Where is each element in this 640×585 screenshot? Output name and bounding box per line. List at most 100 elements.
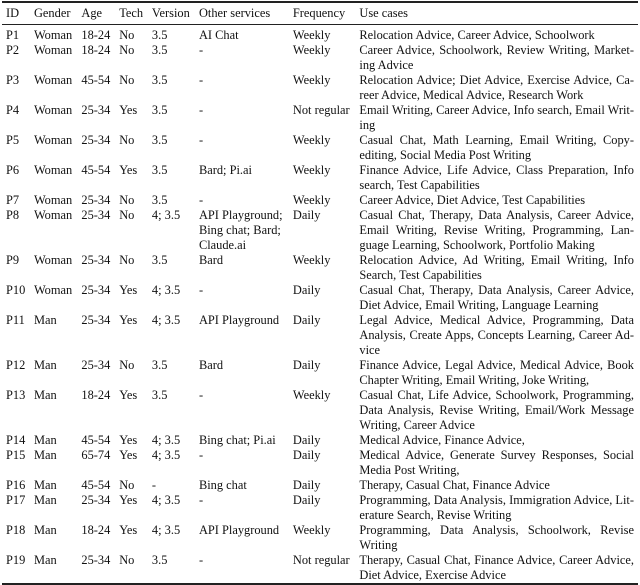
gender-cell: Woman [33, 43, 73, 57]
id-cell: P4 [6, 103, 20, 117]
cell-line: - [198, 43, 204, 57]
id-cell: P9 [6, 253, 20, 267]
cell-line: Relocation Advice, Career Advice, School… [359, 28, 595, 42]
frequency-cell: Weekly [292, 193, 331, 207]
frequency-cell: Daily [292, 358, 321, 372]
cell-line: Bing chat [198, 478, 247, 492]
other-services-cell: Bard; Pi.ai [195, 163, 289, 193]
other-services-cell: - [195, 448, 289, 478]
cell-line: Email Writing, Career Advice, Info searc… [359, 103, 634, 117]
table-row: P3 Woman 45-54 No 3.5 - Weekly Relocation Advic… [2, 73, 638, 103]
other-services-cell: - [195, 553, 289, 584]
table-header: ID Gender Age Tech Version Other service… [2, 2, 638, 25]
table-row: P2 Woman 18-24 No 3.5 - Weekly Career Advice, S… [2, 43, 638, 73]
tech-cell: Yes [119, 523, 138, 537]
tech-cell: No [119, 133, 135, 147]
frequency-cell: Weekly [292, 523, 331, 537]
tech-cell: No [119, 208, 135, 222]
version-cell: 3.5 [151, 553, 168, 567]
other-services-cell: API Playground [195, 523, 289, 553]
table-row: P15 Man 65-74 Yes 4; 3.5 - Daily Medical Advice… [2, 448, 638, 478]
cell-line: Writing, Career Advice [359, 418, 475, 432]
cell-line: Media Post Writing, [359, 463, 460, 477]
use-cases-cell: Relocation Advice, Ad Writing, Email Wri… [355, 253, 638, 283]
table-row: P18 Man 18-24 Yes 4; 3.5 API Playground Weekly… [2, 523, 638, 553]
cell-line: - [198, 193, 204, 207]
tech-cell: Yes [119, 448, 138, 462]
cell-line: Bard [198, 358, 224, 372]
cell-line: Career Advice, Schoolwork, Review Writin… [359, 43, 634, 57]
cell-line: - [198, 73, 204, 87]
table-row: P8 Woman 25-34 No 4; 3.5 API Playground; Bing … [2, 208, 638, 253]
other-services-cell: - [195, 493, 289, 523]
gender-cell: Woman [33, 163, 73, 177]
age-cell: 25-34 [81, 193, 111, 207]
frequency-cell: Not regular [292, 103, 350, 117]
gender-cell: Woman [33, 73, 73, 87]
id-cell: P10 [6, 283, 26, 297]
cell-line: search, Test Capabilities [359, 178, 480, 192]
version-cell: 4; 3.5 [151, 283, 181, 297]
use-cases-cell: Therapy, Casual Chat, Finance Advice [355, 478, 638, 493]
version-cell: 4; 3.5 [151, 208, 181, 222]
cell-line: Career Advice, Diet Advice, Test Capabil… [359, 193, 586, 207]
gender-cell: Woman [33, 208, 73, 222]
frequency-cell: Weekly [292, 28, 331, 42]
tech-cell: No [119, 28, 135, 42]
use-cases-cell: Medical Advice, Generate Survey Response… [355, 448, 638, 478]
version-cell: 3.5 [151, 253, 168, 267]
table-row: P13 Man 18-24 Yes 3.5 - Weekly Casual Chat, Lif… [2, 388, 638, 433]
id-cell: P19 [6, 553, 26, 567]
cell-line: erature Search, Revise Writing [359, 508, 512, 522]
age-cell: 25-34 [81, 553, 111, 567]
id-cell: P14 [6, 433, 26, 447]
use-cases-cell: Programming, Data Analysis, Schoolwork, … [355, 523, 638, 553]
cell-line: Diet Advice, Email Writing, Language Lea… [359, 298, 599, 312]
use-cases-cell: Therapy, Casual Chat, Finance Advice, Ca… [355, 553, 638, 584]
frequency-cell: Weekly [292, 388, 331, 402]
frequency-cell: Daily [292, 478, 321, 492]
age-cell: 25-34 [81, 253, 111, 267]
frequency-cell: Not regular [292, 553, 350, 567]
cell-line: Therapy, Casual Chat, Finance Advice, Ca… [359, 553, 634, 567]
use-cases-cell: Casual Chat, Life Advice, Schoolwork, Pr… [355, 388, 638, 433]
other-services-cell: Bing chat [195, 478, 289, 493]
version-cell: 3.5 [151, 133, 168, 147]
cell-line: - [198, 103, 204, 117]
gender-cell: Woman [33, 103, 73, 117]
version-cell: 3.5 [151, 358, 168, 372]
cell-line: Medical Advice, Finance Advice, [359, 433, 525, 447]
gender-cell: Man [33, 388, 57, 402]
table-row: P5 Woman 25-34 No 3.5 - Weekly Casual Chat, Mat… [2, 133, 638, 163]
version-cell: 3.5 [151, 28, 168, 42]
tech-cell: No [119, 358, 135, 372]
cell-line: Bing chat; Bard; [198, 223, 281, 237]
other-services-cell: - [195, 283, 289, 313]
id-cell: P11 [6, 313, 25, 327]
gender-cell: Man [33, 553, 57, 567]
cell-line: editing, Social Media Post Writing [359, 148, 532, 162]
version-cell: 3.5 [151, 193, 168, 207]
version-cell: - [151, 478, 157, 492]
cell-line: Casual Chat, Therapy, Data Analysis, Car… [359, 208, 634, 222]
age-cell: 45-54 [81, 73, 111, 87]
header-other-services: Other services [198, 6, 271, 20]
id-cell: P8 [6, 208, 20, 222]
age-cell: 18-24 [81, 28, 111, 42]
use-cases-cell: Career Advice, Schoolwork, Review Writin… [355, 43, 638, 73]
cell-line: Chapter Writing, Email Writing, Joke Wri… [359, 373, 590, 387]
table-row: P10 Woman 25-34 Yes 4; 3.5 - Daily Casual Chat,… [2, 283, 638, 313]
cell-line: reer Advice, Medical Advice, Research Wo… [359, 88, 584, 102]
table-body: P1 Woman 18-24 No 3.5 AI Chat Weekly Relocation… [2, 25, 638, 584]
use-cases-cell: Medical Advice, Finance Advice, [355, 433, 638, 448]
cell-line: API Playground [198, 523, 280, 537]
gender-cell: Woman [33, 28, 73, 42]
header-id: ID [6, 6, 20, 20]
cell-line: - [198, 133, 204, 147]
cell-line: API Playground; [198, 208, 283, 222]
tech-cell: No [119, 193, 135, 207]
tech-cell: Yes [119, 433, 138, 447]
age-cell: 45-54 [81, 478, 111, 492]
id-cell: P18 [6, 523, 26, 537]
